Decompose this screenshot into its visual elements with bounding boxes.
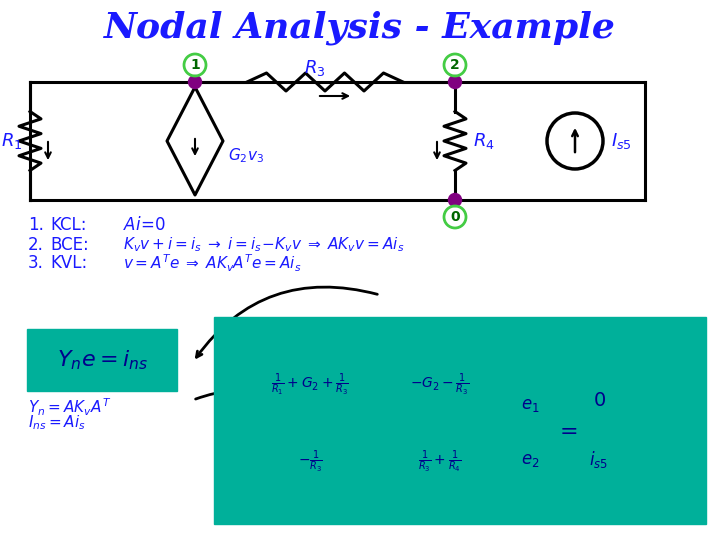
Text: KVL:: KVL: [50,254,87,272]
FancyBboxPatch shape [27,329,177,391]
Text: $Ai\!=\!0$: $Ai\!=\!0$ [123,216,166,234]
Text: 0: 0 [450,210,460,224]
Text: $v=A^Te \;\Rightarrow\; AK_v A^Te=Ai_s$: $v=A^Te \;\Rightarrow\; AK_v A^Te=Ai_s$ [123,252,302,274]
Text: $i_{s5}$: $i_{s5}$ [590,449,608,470]
Text: 3.: 3. [28,254,44,272]
Circle shape [449,193,462,206]
Text: $I_{s5}$: $I_{s5}$ [611,131,632,151]
Text: $Y_n = AK_v A^T$: $Y_n = AK_v A^T$ [28,396,111,418]
Text: Nodal Analysis - Example: Nodal Analysis - Example [104,11,616,45]
Text: 1.: 1. [28,216,44,234]
Text: $=$: $=$ [554,420,577,440]
Text: 1: 1 [190,58,200,72]
FancyBboxPatch shape [214,317,706,524]
Text: 2.: 2. [28,236,44,254]
Text: 2: 2 [450,58,460,72]
Circle shape [189,76,202,89]
Text: $\frac{1}{R_1}+G_2+\frac{1}{R_3}$: $\frac{1}{R_1}+G_2+\frac{1}{R_3}$ [271,372,349,398]
Text: $Y_n e = i_{ns}$: $Y_n e = i_{ns}$ [57,348,148,372]
Text: $-\frac{1}{R_3}$: $-\frac{1}{R_3}$ [297,449,323,475]
Text: $R_3$: $R_3$ [305,58,325,78]
Text: $R_1$: $R_1$ [1,131,23,151]
Circle shape [449,76,462,89]
Text: BCE:: BCE: [50,236,89,254]
Text: $G_2v_3$: $G_2v_3$ [228,147,264,165]
Text: $0$: $0$ [593,390,606,409]
Text: $R_4$: $R_4$ [473,131,495,151]
Text: KCL:: KCL: [50,216,86,234]
Text: $-G_2-\frac{1}{R_3}$: $-G_2-\frac{1}{R_3}$ [410,372,469,398]
Text: $e_1$: $e_1$ [521,396,539,414]
Text: $\frac{1}{R_3}+\frac{1}{R_4}$: $\frac{1}{R_3}+\frac{1}{R_4}$ [418,449,462,475]
Text: $I_{ns} = Ai_s$: $I_{ns} = Ai_s$ [28,414,86,433]
Text: $K_v v+i=i_s \;\rightarrow\; i=i_s\!-\!K_v v \;\Rightarrow\; AK_v v=Ai_s$: $K_v v+i=i_s \;\rightarrow\; i=i_s\!-\!K… [123,235,405,254]
Text: $e_2$: $e_2$ [521,451,539,469]
